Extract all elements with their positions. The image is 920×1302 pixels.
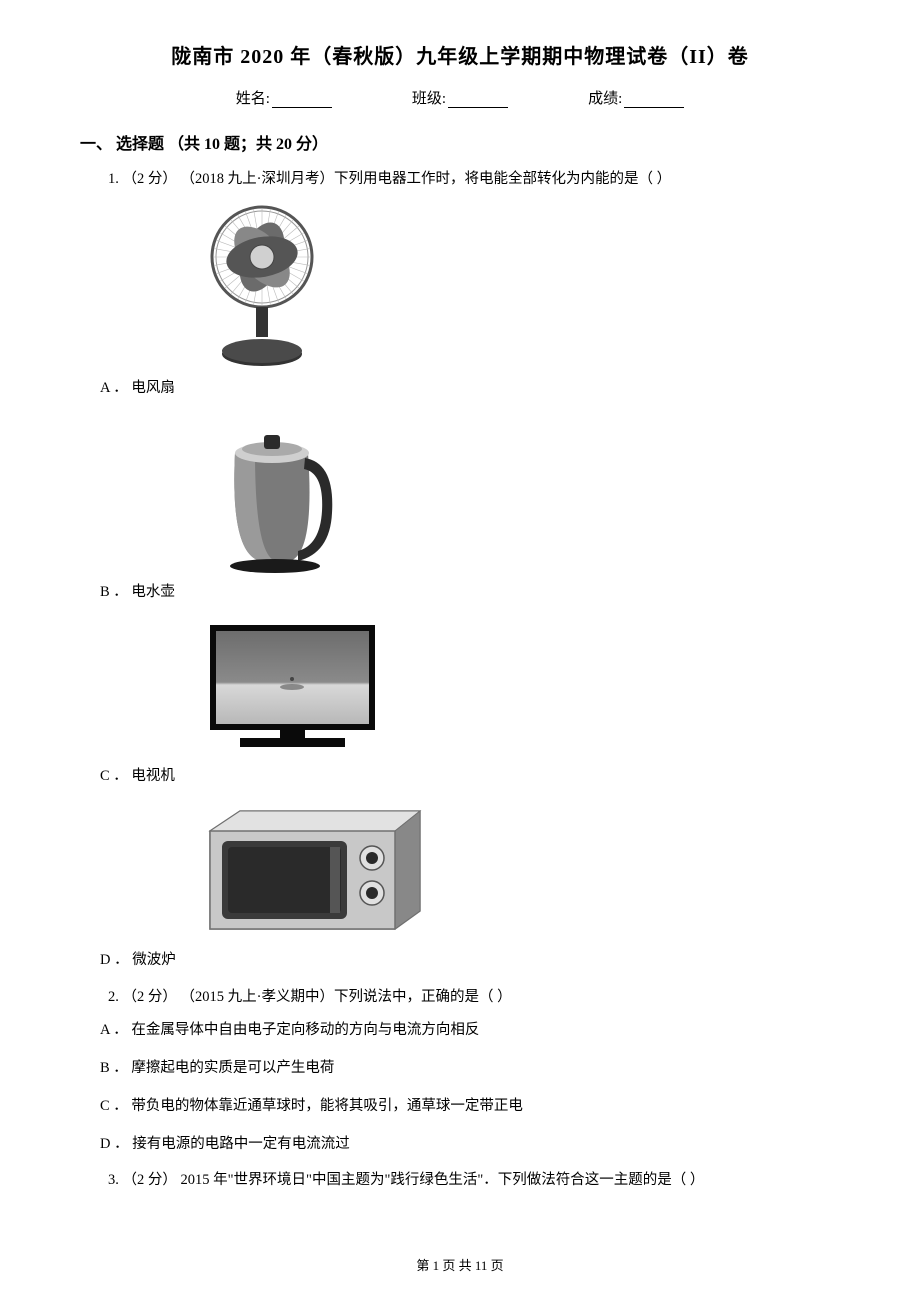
q2-stem: 2. （2 分） （2015 九上·孝义期中）下列说法中，正确的是（ ） bbox=[108, 986, 840, 1009]
fan-icon bbox=[200, 199, 330, 369]
score-blank bbox=[624, 107, 684, 108]
name-field: 姓名: bbox=[236, 87, 332, 108]
q3-stem: 3. （2 分） 2015 年"世界环境日"中国主题为"践行绿色生活"．下列做法… bbox=[108, 1169, 840, 1192]
q2-option-a: A ． 在金属导体中自由电子定向移动的方向与电流方向相反 bbox=[100, 1017, 840, 1043]
score-label: 成绩: bbox=[588, 91, 622, 107]
class-field: 班级: bbox=[412, 87, 508, 108]
student-info-row: 姓名: 班级: 成绩: bbox=[80, 87, 840, 108]
section-1-header: 一、 选择题 （共 10 题；共 20 分） bbox=[80, 130, 840, 154]
q1-option-b: B ． 电水壶 bbox=[100, 579, 840, 605]
microwave-icon bbox=[200, 801, 430, 941]
class-blank bbox=[448, 107, 508, 108]
tv-icon bbox=[200, 617, 390, 757]
q1-option-d: D ． 微波炉 bbox=[100, 947, 840, 973]
class-label: 班级: bbox=[412, 91, 446, 107]
q1-image-kettle bbox=[200, 413, 840, 573]
score-field: 成绩: bbox=[588, 87, 684, 108]
exam-title: 陇南市 2020 年（春秋版）九年级上学期期中物理试卷（II）卷 bbox=[80, 40, 840, 69]
name-label: 姓名: bbox=[236, 91, 270, 107]
q1-image-fan bbox=[200, 199, 840, 369]
q1-option-a: A ． 电风扇 bbox=[100, 375, 840, 401]
q1-image-microwave bbox=[200, 801, 840, 941]
page-footer: 第 1 页 共 11 页 bbox=[0, 1255, 920, 1274]
name-blank bbox=[272, 107, 332, 108]
q1-option-c: C ． 电视机 bbox=[100, 763, 840, 789]
q1-stem: 1. （2 分） （2018 九上·深圳月考）下列用电器工作时，将电能全部转化为… bbox=[108, 168, 840, 191]
kettle-icon bbox=[200, 413, 340, 573]
q2-option-b: B ． 摩擦起电的实质是可以产生电荷 bbox=[100, 1055, 840, 1081]
q1-image-tv bbox=[200, 617, 840, 757]
q2-option-c: C ． 带负电的物体靠近通草球时，能将其吸引，通草球一定带正电 bbox=[100, 1093, 840, 1119]
q2-option-d: D ． 接有电源的电路中一定有电流流过 bbox=[100, 1131, 840, 1157]
